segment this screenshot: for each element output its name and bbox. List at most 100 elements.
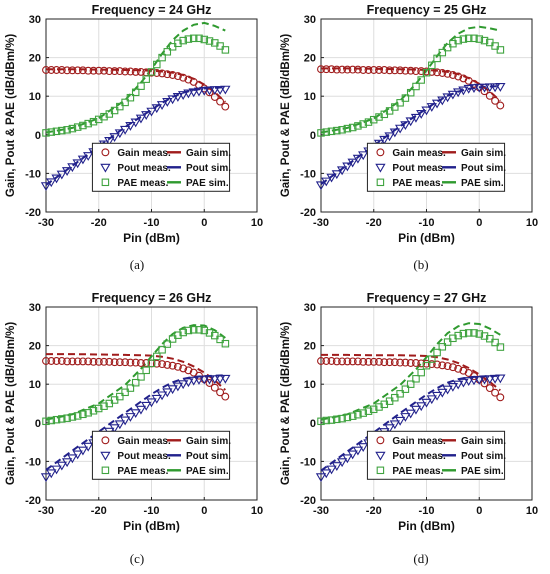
data-point-gain-meas [158,69,167,78]
data-point-pae-meas [211,331,219,340]
data-point-gain-meas [73,66,82,75]
data-point-pae-meas [333,415,341,424]
data-point-pae-meas [396,99,404,107]
data-point-pae-meas [459,329,468,338]
data-point-pout-meas [156,101,168,110]
data-point-gain-meas [491,388,500,397]
data-point-pae-meas [391,103,399,111]
x-tick-label: 10 [526,217,538,229]
data-point-gain-meas [459,366,468,375]
data-point-pae-meas [486,334,494,343]
data-point-pae-meas [116,392,124,401]
y-tick-label: -10 [25,456,41,468]
data-point-pout-meas [204,86,215,96]
data-point-pae-meas [131,88,140,97]
y-tick-label: 10 [29,379,41,391]
data-point-pout-meas [188,376,199,386]
data-point-gain-meas [364,357,373,366]
legend-label-pout-meas: Pout meas. [392,451,446,462]
data-point-pout-meas [447,90,459,100]
data-point-pout-meas [51,174,62,184]
data-point-pae-meas [496,343,505,351]
legend-label-pae-sim: PAE sim. [186,466,229,477]
data-point-gain-meas [179,73,188,82]
data-point-pae-meas [158,346,166,354]
legend-swatch-gain-meas [101,148,110,157]
data-point-pout-meas [172,93,184,102]
data-point-gain-meas [63,66,72,75]
legend-box [366,142,506,192]
data-point-pout-meas [437,96,448,106]
data-point-pae-meas [433,54,441,63]
data-point-pout-meas [452,380,464,390]
data-point-gain-meas [105,357,114,366]
data-point-gain-meas [411,359,420,367]
legend-label-gain-meas: Gain meas. [117,436,171,447]
x-axis-label: Pin (dBm) [398,231,455,245]
data-point-pae-meas [200,35,209,44]
y-tick-label: 0 [310,418,316,430]
data-point-gain-meas [84,66,93,75]
data-point-pout-meas [220,85,231,95]
data-point-gain-meas [42,66,50,74]
data-point-pae-meas [480,36,489,45]
data-point-gain-meas [168,361,177,370]
data-point-pae-meas [89,117,98,126]
data-point-pae-meas [158,53,166,62]
data-point-gain-meas [454,72,463,81]
series-gain-meas [317,65,505,110]
legend-label-pae-meas: PAE meas. [392,178,443,189]
data-point-pout-meas [463,377,474,387]
caption-b: (b) [413,257,429,272]
data-point-gain-meas [179,364,188,373]
legend-label-pout-sim: Pout sim. [186,451,231,462]
data-point-pae-meas [184,35,193,43]
data-point-pae-meas [52,127,61,136]
data-point-pae-meas [475,330,484,338]
data-point-pae-meas [216,42,224,50]
data-point-gain-meas [221,392,230,401]
x-axis-label: Pin (dBm) [123,519,180,533]
data-point-pae-meas [179,36,187,45]
data-point-pae-meas [179,328,187,337]
data-point-gain-meas [369,66,378,74]
data-point-pae-meas [364,118,373,126]
data-point-pout-meas [199,375,210,385]
data-point-gain-meas [184,75,193,84]
data-point-gain-meas [121,67,130,76]
data-point-pae-meas [454,36,462,45]
data-point-pout-meas [495,83,506,92]
data-point-pout-meas [331,170,342,180]
data-point-gain-meas [480,87,489,96]
legend-label-pout-meas: Pout meas. [117,451,171,462]
data-point-pae-meas [464,34,473,43]
data-point-gain-meas [152,69,161,77]
y-tick-label: 0 [35,130,41,142]
data-point-gain-meas [110,67,119,76]
data-point-gain-meas [353,65,362,74]
data-point-pae-meas [221,46,230,54]
series-pae-meas [317,34,505,137]
data-point-gain-meas [210,383,219,392]
data-point-pout-meas [421,106,432,116]
data-point-gain-meas [52,66,61,74]
data-point-gain-meas [136,359,145,367]
y-axis-label: Gain, Pout & PAE (dB/dBm/%) [5,322,17,486]
data-point-pae-meas [327,127,336,136]
data-point-pout-meas [220,374,231,384]
data-point-pae-meas [42,417,50,426]
data-point-pae-meas [126,93,135,102]
data-point-gain-meas [317,65,325,74]
chart-title: Frequency = 25 GHz [367,3,487,17]
data-point-gain-meas [94,357,103,366]
data-point-pout-meas [489,83,501,93]
data-point-gain-meas [359,357,368,366]
data-point-gain-meas [396,358,405,367]
legend-label-pout-sim: Pout sim. [461,163,506,174]
data-point-gain-meas [454,364,463,373]
data-point-pout-meas [135,114,147,124]
data-point-pae-meas [153,60,161,69]
y-tick-label: 30 [304,14,316,26]
data-point-pae-meas [412,375,420,383]
